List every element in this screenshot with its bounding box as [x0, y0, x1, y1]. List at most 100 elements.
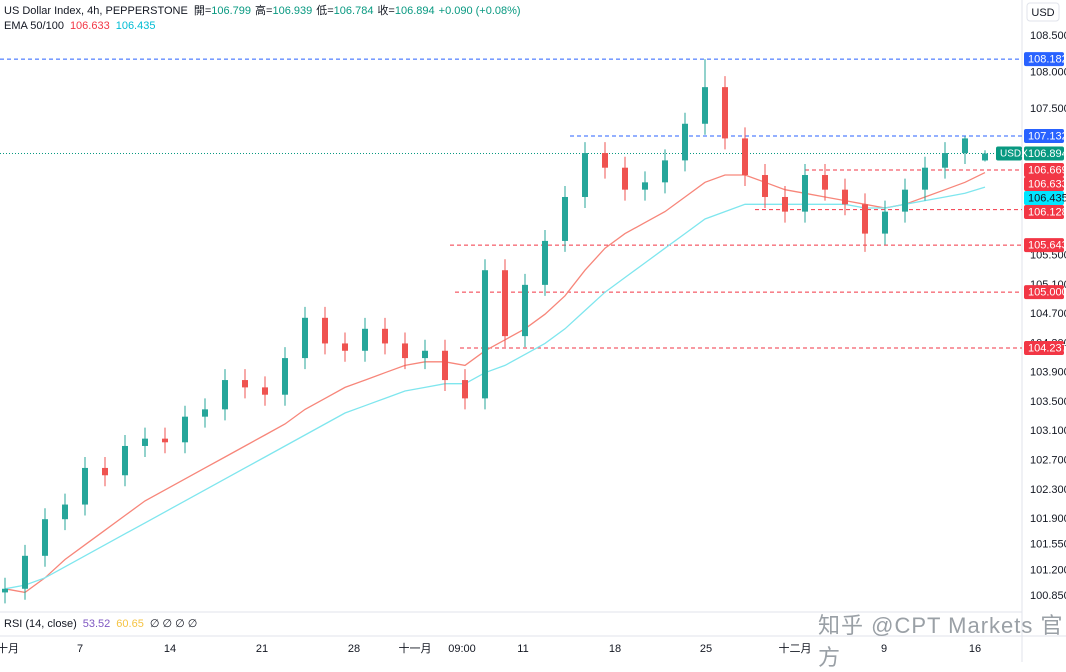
candle-body	[322, 317, 328, 344]
candle-body	[782, 196, 788, 212]
rsi-label: RSI (14, close)	[4, 618, 77, 630]
candle-body	[342, 343, 348, 351]
x-tick-label: 21	[256, 643, 268, 655]
candle-body	[162, 438, 168, 443]
candle-body	[502, 270, 508, 337]
x-tick-label: 09:00	[448, 643, 476, 655]
symbol-tag: USDX	[1000, 149, 1028, 160]
indicator-row: EMA 50/100 106.633 106.435	[4, 19, 525, 34]
x-tick-label: 25	[700, 643, 712, 655]
y-tick-label: 107.500	[1030, 103, 1066, 115]
price-label-box	[1024, 52, 1064, 67]
price-label: 106.633	[1028, 178, 1066, 190]
y-tick-label: 102.700	[1030, 455, 1066, 467]
candle-body	[602, 153, 608, 168]
symbol-tag-box	[996, 146, 1022, 161]
y-tick-label: 105.500	[1030, 249, 1066, 261]
price-label: 104.237	[1028, 342, 1066, 354]
x-tick-label: 十二月	[779, 641, 812, 655]
price-label-box	[1024, 204, 1064, 219]
candle-body	[382, 328, 388, 344]
ohlc-value: 106.939	[272, 5, 313, 17]
y-tick-label: 100.850	[1030, 590, 1066, 602]
candle-body	[762, 175, 768, 197]
indicator: EMA 50/100	[4, 20, 64, 32]
x-tick-label: 9	[881, 643, 887, 655]
candle-body	[142, 438, 148, 446]
rsi-value: 53.52	[82, 618, 111, 630]
y-tick-label: 101.200	[1030, 564, 1066, 576]
ohlc-label: 開=	[193, 5, 212, 17]
candle-body	[362, 328, 368, 351]
price-label-box	[1024, 285, 1064, 300]
candle-body	[402, 343, 408, 359]
price-label-box	[1024, 146, 1064, 161]
header: US Dollar Index, 4h, PEPPERSTONE 開=106.79…	[4, 4, 525, 34]
y-tick-label: 101.550	[1030, 539, 1066, 551]
currency-button[interactable]	[1026, 2, 1060, 22]
watermark: 知乎 @CPT Markets 官方	[818, 613, 1064, 670]
ohlc-value: 106.784	[333, 5, 374, 17]
candle-body	[882, 211, 888, 234]
ema-value: 106.435	[115, 20, 156, 32]
y-tick-label: 102.300	[1030, 484, 1066, 496]
candle-body	[822, 175, 828, 190]
price-label: 108.182	[1028, 54, 1066, 66]
candle-body	[982, 153, 988, 161]
candle-body	[2, 588, 8, 593]
candle-body	[82, 467, 88, 505]
price-label-box	[1024, 190, 1064, 205]
title-row: US Dollar Index, 4h, PEPPERSTONE 開=106.79…	[4, 4, 525, 19]
price-label: 106.128	[1028, 206, 1066, 218]
candle-body	[682, 123, 688, 161]
rsi-legend: RSI (14, close) 53.52 60.65 ∅ ∅ ∅ ∅	[4, 617, 197, 630]
candle-body	[462, 380, 468, 399]
candle-body	[862, 204, 868, 234]
price-label: 106.435	[1028, 192, 1066, 204]
candle-body	[962, 138, 968, 154]
x-tick-label: 18	[609, 643, 621, 655]
price-label-box	[1024, 162, 1064, 177]
rsi-extra: ∅ ∅ ∅ ∅	[149, 618, 198, 630]
candle-body	[22, 555, 28, 589]
candle-body	[262, 387, 268, 395]
price-label-box	[1024, 341, 1064, 356]
candle-body	[802, 175, 808, 212]
x-tick-label: 11	[517, 643, 528, 655]
candle-body	[202, 409, 208, 417]
price-label: 105.000	[1028, 287, 1066, 299]
rsi-value: 60.65	[116, 618, 144, 630]
candle-body	[942, 153, 948, 168]
ohlc-label: 收=	[377, 5, 395, 17]
x-tick-label: 7	[77, 643, 83, 655]
ema-line	[4, 172, 986, 594]
price-label: 106.894	[1028, 148, 1066, 160]
candle-body	[482, 270, 488, 399]
x-tick-label: 14	[164, 643, 176, 655]
candle-body	[842, 189, 848, 205]
ohlc-value: 106.894	[394, 5, 435, 17]
ohlc-label: 低=	[316, 5, 334, 17]
price-label-box	[1024, 129, 1064, 144]
y-tick-label: 108.500	[1030, 30, 1066, 42]
y-tick-label: 103.100	[1030, 425, 1066, 437]
ema-value: 106.633	[69, 20, 110, 32]
ohlc-label: 高=	[255, 5, 273, 17]
candle-body	[922, 167, 928, 190]
ohlc-value: 106.799	[211, 5, 252, 17]
price-label: 106.669	[1028, 164, 1066, 176]
candle-body	[422, 350, 428, 359]
candle-body	[182, 416, 188, 443]
candle-body	[62, 504, 68, 520]
candle-body	[42, 519, 48, 556]
x-tick-label: 28	[348, 643, 360, 655]
ema-line	[4, 186, 986, 590]
price-label-box	[1024, 238, 1064, 253]
y-tick-label: 101.900	[1030, 513, 1066, 525]
currency[interactable]: USD	[1031, 7, 1054, 19]
x-tick-label: 十月	[0, 641, 19, 655]
candle-body	[302, 317, 308, 359]
candle-body	[722, 87, 728, 139]
